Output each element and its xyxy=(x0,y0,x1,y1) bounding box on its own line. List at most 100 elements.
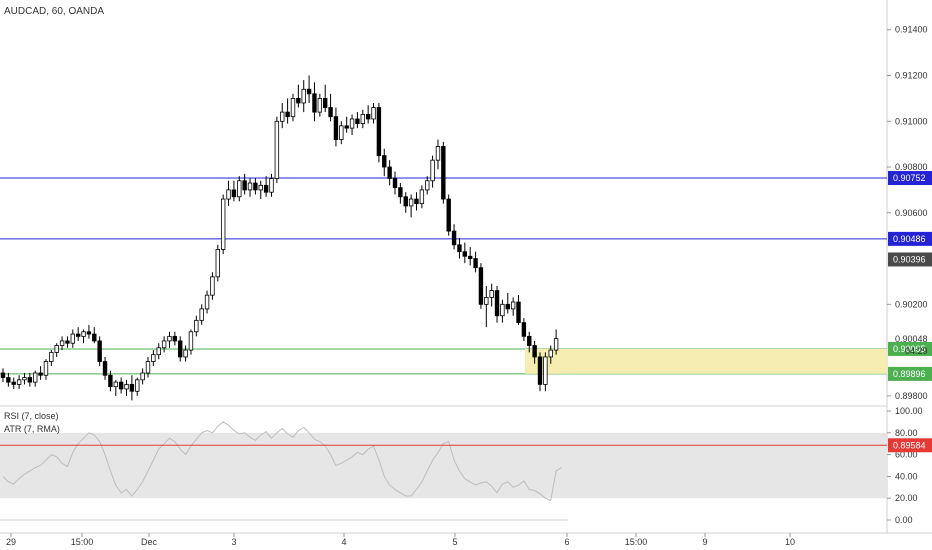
candle-body xyxy=(317,97,323,113)
candle-body xyxy=(290,97,296,118)
price-tick-label: 0.90200 xyxy=(895,299,928,309)
current-price-tag-bg xyxy=(888,252,932,267)
level-tag: 0.89896 xyxy=(893,369,926,379)
candle-body xyxy=(226,189,231,200)
candle-body xyxy=(156,347,161,356)
candle-body xyxy=(467,255,473,259)
candle-body xyxy=(376,107,382,156)
last-price-label: 0.90048 xyxy=(895,334,928,344)
candle-body xyxy=(339,125,344,140)
candles xyxy=(0,75,559,401)
level-tag-bg xyxy=(888,341,932,356)
candle-body xyxy=(43,361,49,376)
price-tick-label: 0.91000 xyxy=(895,116,928,126)
candle-body xyxy=(387,166,392,179)
candle-body xyxy=(16,379,22,385)
candle-body xyxy=(6,377,11,383)
candle-body xyxy=(59,340,65,346)
candle-body xyxy=(500,303,505,317)
candle-body xyxy=(312,93,317,113)
level-tag-bg xyxy=(888,438,932,453)
candle-body xyxy=(124,384,129,390)
candle-body xyxy=(344,125,349,129)
candle-body xyxy=(22,377,27,381)
level-tag: 0.90486 xyxy=(893,234,926,244)
time-tick-label: 9 xyxy=(702,537,707,547)
candle-body xyxy=(204,294,210,310)
candle-body xyxy=(145,361,151,374)
candle-body xyxy=(473,258,478,269)
time-tick-label: 15:00 xyxy=(625,537,648,547)
candle-body xyxy=(414,198,419,205)
time-tick-label: 4 xyxy=(341,537,346,547)
candle-body xyxy=(247,182,253,191)
candle-body xyxy=(360,114,365,124)
price-tick-label: 0.90800 xyxy=(895,162,928,172)
candle-body xyxy=(328,107,333,118)
time-tick-label: Dec xyxy=(141,537,158,547)
current-price-tag: 0.90396 xyxy=(893,254,926,264)
symbol-title: AUDCAD, 60, OANDA xyxy=(4,6,104,17)
candle-body xyxy=(167,335,172,342)
candle-body xyxy=(532,345,537,358)
candle-body xyxy=(102,361,108,376)
candle-body xyxy=(118,381,124,390)
candle-body xyxy=(553,338,559,351)
candle-body xyxy=(215,249,220,278)
candle-body xyxy=(306,88,312,95)
level-tag-bg xyxy=(888,366,932,381)
candle-body xyxy=(263,184,269,193)
candle-body xyxy=(11,381,16,385)
candle-body xyxy=(451,230,457,246)
candle-body xyxy=(97,340,102,362)
candle-body xyxy=(355,118,360,124)
candle-body xyxy=(435,146,441,161)
support-zone xyxy=(525,348,887,374)
candle-body xyxy=(301,88,306,104)
time-tick-label: 15:00 xyxy=(71,537,94,547)
candle-body xyxy=(398,187,403,198)
candle-body xyxy=(537,356,543,385)
candle-body xyxy=(516,301,521,324)
rsi-pane[interactable]: 100.00 80.00 60.00 40.00 20.00 0.00 xyxy=(0,406,923,525)
candle-body xyxy=(140,372,145,381)
candle-body xyxy=(494,290,500,317)
candle-body xyxy=(269,178,274,193)
rsi-label: RSI (7, close) xyxy=(4,411,59,421)
candle-body xyxy=(419,189,425,205)
candle-body xyxy=(194,319,199,333)
candle-body xyxy=(510,301,516,310)
atr-label: ATR (7, RMA) xyxy=(4,424,60,434)
candle-body xyxy=(161,340,167,349)
candle-body xyxy=(430,159,435,182)
candle-body xyxy=(382,155,387,168)
rsi-tick-label: 20.00 xyxy=(895,493,918,503)
candle-body xyxy=(178,340,183,358)
candle-body xyxy=(543,356,548,385)
candle-body xyxy=(188,331,194,351)
candle-body xyxy=(38,372,43,376)
candle-body xyxy=(0,372,6,378)
candle-body xyxy=(446,198,451,232)
rsi-tick-label: 40.00 xyxy=(895,471,918,481)
candle-body xyxy=(81,331,86,337)
candle-body xyxy=(408,198,414,207)
price-axis[interactable]: 0.91400 0.91200 0.91000 0.90800 0.90600 0.902… xyxy=(887,25,928,401)
candle-body xyxy=(285,111,290,118)
candle-body xyxy=(27,377,33,383)
candle-body xyxy=(65,340,70,344)
time-axis[interactable]: 29 15:00 Dec 3 4 5 6 15:00 9 10 xyxy=(6,533,795,547)
candle-body xyxy=(403,196,408,207)
price-tick-label: 0.91400 xyxy=(895,25,928,35)
rsi-tick-label: 100.00 xyxy=(895,406,923,416)
candle-body xyxy=(258,184,263,191)
candle-body xyxy=(457,244,462,253)
candle-body xyxy=(70,333,76,344)
candle-body xyxy=(242,180,247,191)
candle-body xyxy=(548,349,553,358)
level-tag: 0.90752 xyxy=(893,173,926,183)
candle-body xyxy=(237,180,242,198)
candle-body xyxy=(527,335,532,346)
candle-body xyxy=(505,303,510,310)
